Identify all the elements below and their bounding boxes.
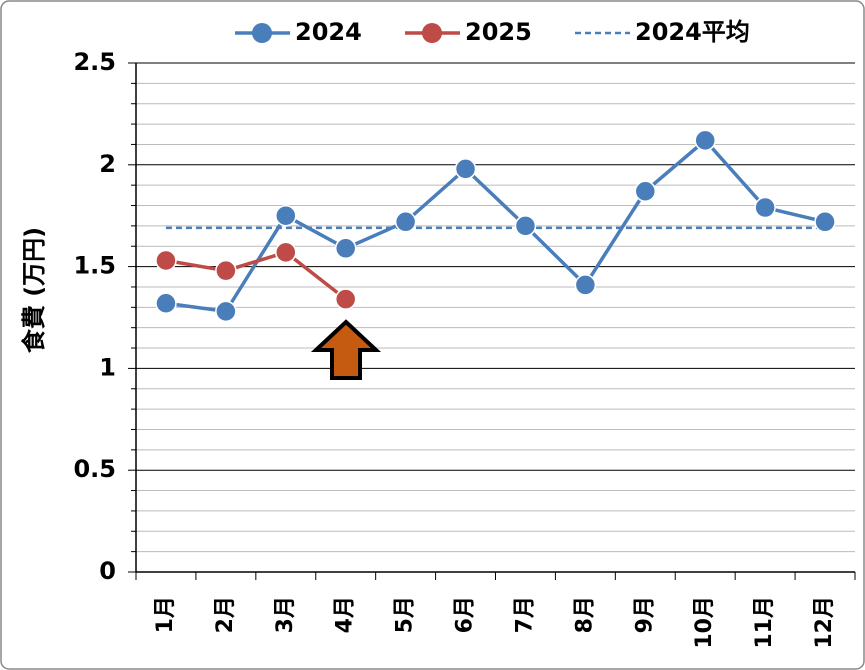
x-tick-label: 4月 bbox=[333, 596, 358, 633]
data-point bbox=[334, 237, 357, 260]
data-point bbox=[574, 274, 597, 296]
data-point bbox=[275, 241, 297, 264]
y-tick-label: 2.5 bbox=[73, 48, 116, 76]
x-tick-label: 9月 bbox=[632, 596, 657, 633]
data-point bbox=[394, 211, 417, 233]
annotation-arrow bbox=[310, 319, 382, 380]
y-tick-label: 0.5 bbox=[73, 455, 116, 483]
legend-marker bbox=[422, 23, 442, 43]
series-line bbox=[165, 250, 347, 301]
y-tick-label: 2 bbox=[99, 150, 116, 178]
data-point bbox=[814, 211, 836, 233]
data-point bbox=[634, 180, 657, 203]
legend-label: 2025 bbox=[465, 18, 532, 46]
x-tick-label: 10月 bbox=[692, 596, 717, 649]
data-point bbox=[215, 259, 237, 282]
x-tick-label: 7月 bbox=[512, 596, 537, 633]
data-point bbox=[334, 288, 357, 310]
data-point bbox=[694, 129, 716, 152]
data-point bbox=[275, 204, 297, 227]
y-axis-label: 食費 (万円) bbox=[20, 227, 48, 353]
x-tick-label: 12月 bbox=[812, 596, 837, 649]
x-tick-label: 3月 bbox=[273, 596, 298, 633]
legend-label: 2024 bbox=[295, 18, 362, 46]
y-tick-label: 0 bbox=[99, 557, 116, 585]
data-point bbox=[454, 158, 477, 180]
legend-marker bbox=[252, 23, 272, 43]
data-point bbox=[754, 196, 776, 219]
y-tick-label: 1.5 bbox=[73, 252, 116, 280]
data-point bbox=[155, 249, 177, 272]
data-point bbox=[514, 215, 537, 237]
plot bbox=[155, 129, 836, 323]
legend-label: 2024平均 bbox=[635, 18, 750, 46]
x-tick-label: 5月 bbox=[393, 596, 418, 633]
x-tick-label: 8月 bbox=[572, 596, 597, 633]
legend: 2024 2025 2024平均 bbox=[235, 18, 750, 46]
grid: 0 0.5 1 1.5 2 2.5 1月 2月 3月 4月 5月 6月 7月 8月 9月 10月 11月 12月 bbox=[73, 48, 856, 649]
data-point bbox=[215, 300, 237, 323]
x-tick-label: 2月 bbox=[213, 596, 238, 633]
data-point bbox=[155, 292, 177, 314]
y-tick-label: 1 bbox=[99, 353, 116, 381]
x-tick-label: 11月 bbox=[752, 596, 777, 649]
series-line bbox=[165, 137, 826, 314]
x-tick-label: 6月 bbox=[453, 596, 478, 633]
x-tick-label: 1月 bbox=[153, 596, 178, 633]
